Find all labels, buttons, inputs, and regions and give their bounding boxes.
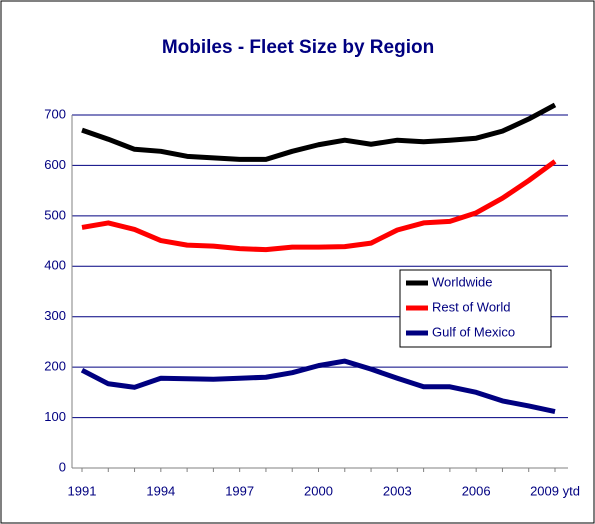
series-line — [81, 159, 557, 253]
chart-title: Mobiles - Fleet Size by Region — [162, 37, 434, 58]
legend-label: Rest of World — [432, 299, 511, 314]
y-tick-label: 500 — [44, 207, 66, 222]
y-tick-label: 200 — [44, 359, 66, 374]
x-tick-label: 1997 — [225, 483, 254, 498]
x-tick-label: 2000 — [304, 483, 333, 498]
x-tick-label: 2003 — [383, 483, 412, 498]
legend-label: Worldwide — [432, 274, 492, 289]
x-tick-label: 2006 — [462, 483, 491, 498]
y-tick-label: 700 — [44, 106, 66, 121]
y-tick-label: 0 — [59, 459, 66, 474]
x-tick-label: 1994 — [146, 483, 175, 498]
y-tick-label: 100 — [44, 409, 66, 424]
x-tick-label: 2009 ytd — [530, 483, 580, 498]
legend-label: Gulf of Mexico — [432, 324, 515, 339]
series-line — [81, 102, 557, 162]
y-tick-label: 400 — [44, 258, 66, 273]
y-tick-label: 600 — [44, 157, 66, 172]
y-tick-label: 300 — [44, 308, 66, 323]
x-tick-label: 1991 — [68, 483, 97, 498]
series-line — [80, 358, 556, 414]
